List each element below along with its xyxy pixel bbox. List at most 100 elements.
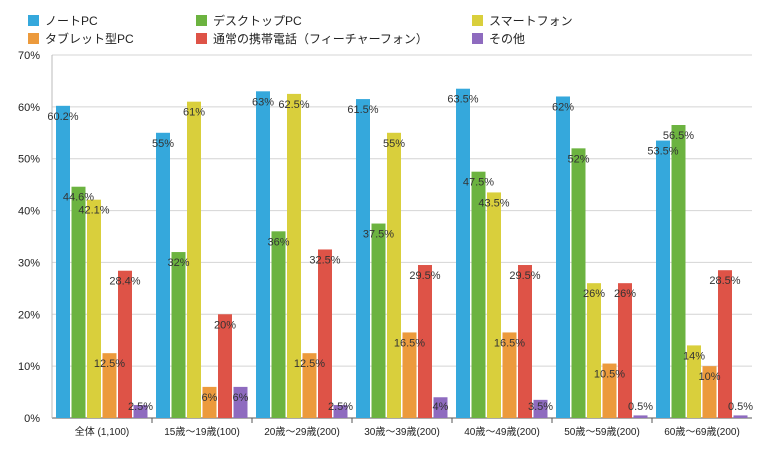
data-label: 53.5%: [647, 146, 678, 158]
bar: [487, 192, 501, 418]
data-label: 47.5%: [463, 177, 494, 189]
legend-swatch: [472, 15, 483, 26]
legend-label: デスクトップPC: [213, 14, 302, 28]
legend-swatch: [472, 33, 483, 44]
data-label: 63.5%: [447, 94, 478, 106]
bar: [56, 105, 70, 418]
y-tick-label: 40%: [18, 206, 40, 218]
bar: [71, 186, 86, 418]
bar: [571, 148, 586, 419]
data-label: 12.5%: [294, 358, 325, 370]
bar: [518, 265, 532, 418]
bar: [187, 101, 201, 419]
bar: [456, 88, 470, 418]
x-tick-label: 全体 (1,100): [75, 425, 129, 438]
legend: ノートPC デスクトップPC スマートフォン タブレット型PC 通常の携帯電話（…: [0, 0, 764, 50]
data-label: 56.5%: [663, 130, 694, 142]
bar: [687, 345, 701, 418]
data-label: 10.5%: [594, 369, 625, 381]
data-label: 4%: [433, 401, 449, 413]
legend-swatch: [196, 15, 207, 26]
data-label: 36%: [267, 236, 289, 248]
bar: [433, 397, 448, 418]
data-label: 10%: [698, 371, 720, 383]
data-label: 32%: [167, 257, 189, 269]
legend-label: その他: [489, 32, 526, 46]
data-label: 43.5%: [478, 197, 509, 209]
bar: [618, 283, 632, 418]
bar: [133, 405, 148, 418]
x-tick-label: 60歳〜69歳(200): [664, 426, 740, 438]
y-tick-label: 20%: [18, 309, 40, 321]
bar: [656, 140, 670, 419]
data-label: 63%: [252, 96, 274, 108]
data-label: 61%: [183, 107, 205, 119]
bar: [371, 223, 386, 418]
legend-item-desktop-pc: デスクトップPC: [196, 12, 302, 29]
bar: [233, 386, 248, 418]
data-label: 29.5%: [409, 270, 440, 282]
legend-swatch: [28, 15, 39, 26]
bar: [171, 252, 186, 418]
data-label: 28.5%: [709, 275, 740, 287]
x-tick-label: 20歳〜29歳(200): [264, 426, 340, 438]
bar: [556, 96, 570, 418]
x-tick-label: 30歳〜39歳(200): [364, 426, 440, 438]
bar: [102, 353, 117, 418]
bar: [333, 405, 348, 418]
data-label: 6%: [233, 392, 249, 404]
bar: [702, 366, 717, 418]
data-label: 0.5%: [728, 401, 753, 413]
legend-item-other: その他: [472, 30, 525, 47]
legend-label: ノートPC: [45, 14, 98, 28]
legend-label: 通常の携帯電話（フィーチャーフォン）: [213, 32, 428, 46]
y-tick-label: 70%: [18, 50, 40, 62]
legend-item-smartphone: スマートフォン: [472, 12, 573, 29]
bar: [156, 132, 170, 419]
data-label: 29.5%: [509, 270, 540, 282]
data-label: 44.6%: [63, 192, 94, 204]
data-label: 28.4%: [109, 276, 140, 288]
bar: [302, 353, 317, 418]
bar: [218, 314, 232, 418]
bar: [287, 93, 301, 419]
data-label: 52%: [567, 153, 589, 165]
bar: [418, 265, 432, 418]
data-label: 3.5%: [528, 401, 553, 413]
data-label: 55%: [383, 138, 405, 150]
data-label: 16.5%: [394, 337, 425, 349]
bar: [318, 249, 332, 418]
y-tick-label: 0%: [24, 413, 40, 425]
data-label: 2.5%: [128, 401, 153, 413]
data-label: 60.2%: [47, 111, 78, 123]
data-label: 37.5%: [363, 229, 394, 241]
x-tick-label: 40歳〜49歳(200): [464, 426, 540, 438]
bar: [671, 125, 686, 418]
x-tick-label: 50歳〜59歳(200): [564, 426, 640, 438]
data-label: 2.5%: [328, 401, 353, 413]
bar: [118, 270, 132, 418]
bar: [633, 415, 648, 418]
bar: [271, 231, 286, 418]
data-label: 55%: [152, 138, 174, 150]
y-tick-label: 60%: [18, 102, 40, 114]
bar: [87, 199, 101, 418]
bar: [387, 132, 401, 419]
bar: [502, 332, 517, 418]
bar: [718, 270, 732, 418]
legend-item-tablet-pc: タブレット型PC: [28, 30, 134, 47]
bar: [402, 332, 417, 418]
bar: [602, 363, 617, 418]
legend-item-notebook-pc: ノートPC: [28, 12, 98, 29]
data-label: 20%: [214, 319, 236, 331]
data-label: 0.5%: [628, 401, 653, 413]
bar: [587, 283, 601, 418]
legend-item-feature-phone: 通常の携帯電話（フィーチャーフォン）: [196, 30, 428, 47]
y-tick-label: 30%: [18, 257, 40, 269]
bar: [733, 415, 748, 418]
legend-swatch: [196, 33, 207, 44]
bar: [471, 171, 486, 418]
data-label: 26%: [583, 288, 605, 300]
data-label: 32.5%: [309, 254, 340, 266]
